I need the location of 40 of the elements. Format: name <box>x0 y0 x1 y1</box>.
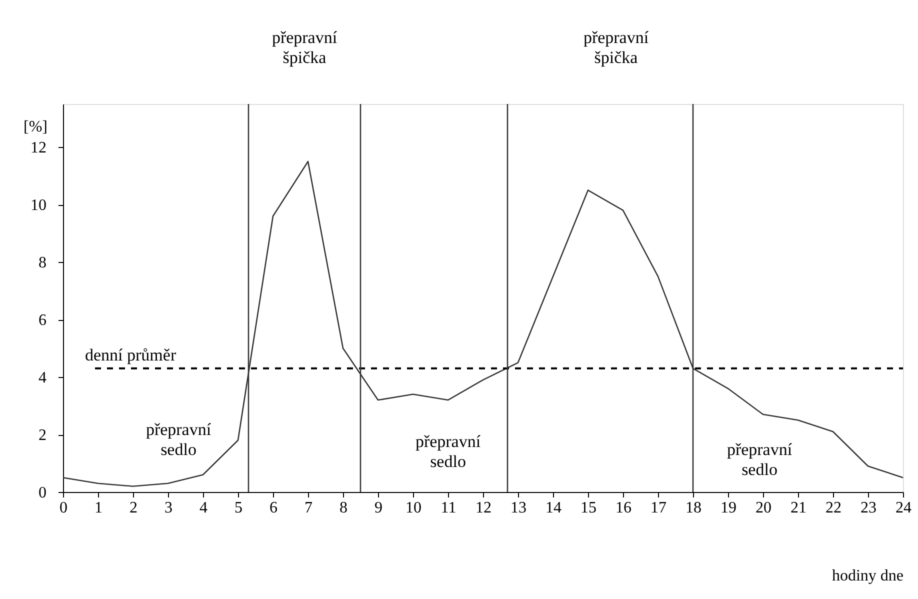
x-axis-title: hodiny dne <box>832 568 904 584</box>
x-tick-label: 13 <box>510 500 526 516</box>
y-tick-label: 10 <box>30 197 46 214</box>
x-tick-label: 18 <box>686 500 702 516</box>
y-tick-label: 8 <box>38 254 46 272</box>
x-tick-label: 14 <box>546 500 562 516</box>
annotation: přepravní sedlo <box>146 420 212 459</box>
x-tick-label: 23 <box>860 500 876 516</box>
x-tick-label: 12 <box>476 500 492 516</box>
x-tick-label: 21 <box>790 500 806 516</box>
x-tick-label: 3 <box>164 500 172 516</box>
y-tick-label: 12 <box>30 140 46 157</box>
x-tick-label: 16 <box>616 500 632 516</box>
text: přepravní špička <box>583 28 649 67</box>
annotation: přepravní sedlo <box>415 432 481 471</box>
x-tick-label: 15 <box>580 500 596 516</box>
x-tick-label: 0 <box>60 500 68 516</box>
y-axis-title: [%] <box>24 118 48 136</box>
x-tick-label: 7 <box>304 500 312 516</box>
x-tick-label: 19 <box>720 500 736 516</box>
x-tick-label: 11 <box>440 500 456 516</box>
x-tick-label: 22 <box>826 500 842 516</box>
text: přepravní špička <box>272 28 338 67</box>
x-tick-label: 5 <box>234 500 242 516</box>
x-tick-label: 24 <box>896 500 912 516</box>
x-tick-label: 2 <box>130 500 138 516</box>
x-tick-label: 6 <box>270 500 278 516</box>
x-tick-label: 4 <box>200 500 208 516</box>
annotation: přepravní sedlo <box>726 440 792 479</box>
y-tick-label: 2 <box>38 427 46 444</box>
x-tick-label: 17 <box>650 500 666 516</box>
x-tick-label: 20 <box>756 500 772 516</box>
y-tick-label: 6 <box>38 312 46 330</box>
x-tick-label: 9 <box>374 500 382 516</box>
x-tick-label: 8 <box>340 500 348 516</box>
y-tick-label: 4 <box>38 370 46 387</box>
x-tick-label: 10 <box>406 500 422 516</box>
ref-line-label: denní průměr <box>85 345 176 364</box>
y-tick-label: 0 <box>38 484 46 502</box>
x-tick-label: 1 <box>94 500 102 516</box>
